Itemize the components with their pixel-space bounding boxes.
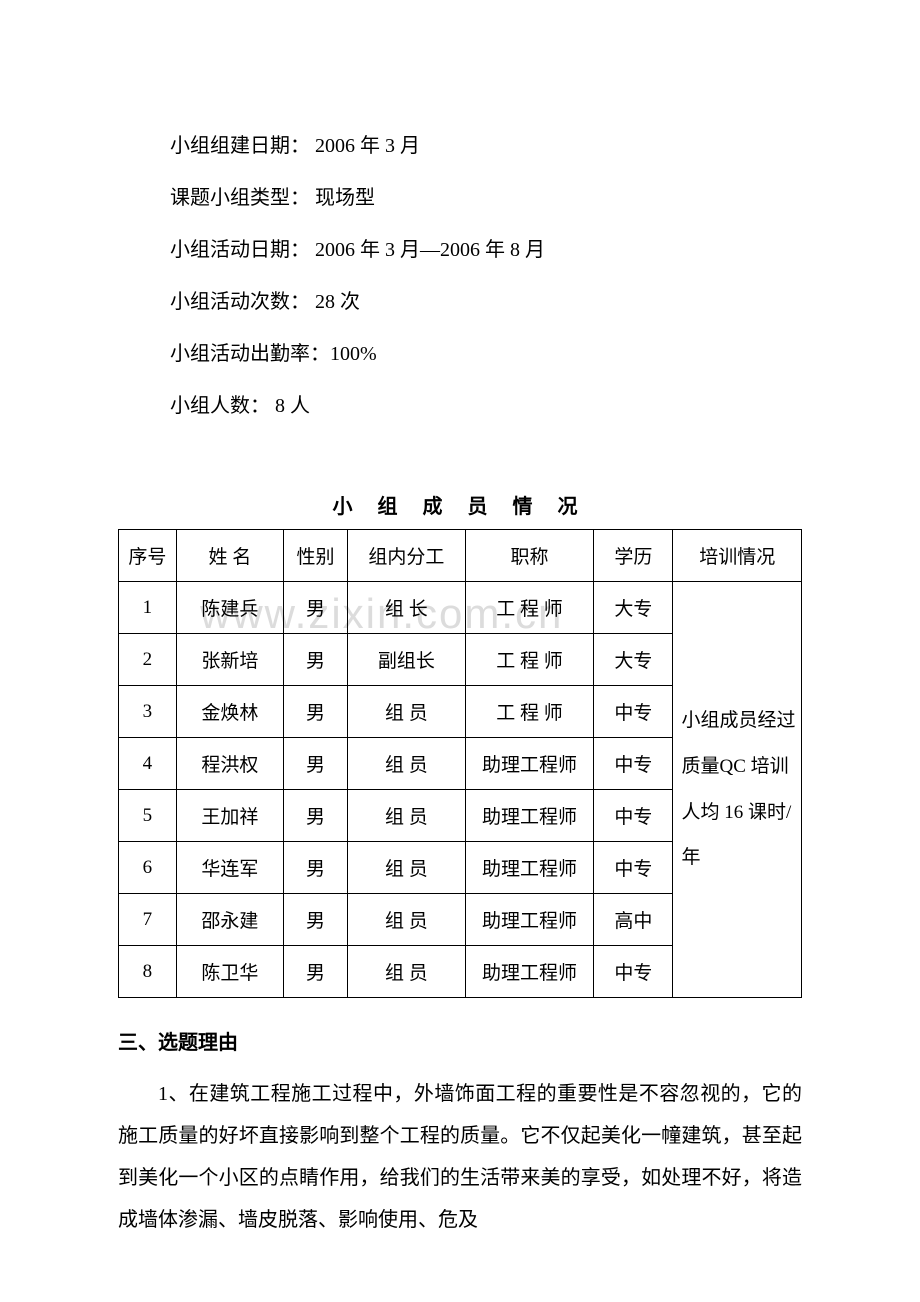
table-row: 1 陈建兵 男 组 长 工 程 师 大专 小组成员经过质量QC 培训人均 16 … (119, 582, 802, 634)
cell-name: 邵永建 (176, 894, 283, 946)
cell-seq: 1 (119, 582, 177, 634)
document-content: 小组组建日期： 2006 年 3 月 课题小组类型： 现场型 小组活动日期： 2… (118, 120, 802, 1241)
cell-role: 组 长 (348, 582, 466, 634)
cell-title: 助理工程师 (465, 738, 593, 790)
cell-training: 小组成员经过质量QC 培训人均 16 课时/年 (673, 582, 802, 998)
cell-title: 助理工程师 (465, 842, 593, 894)
cell-role: 组 员 (348, 790, 466, 842)
cell-gender: 男 (283, 582, 347, 634)
cell-title: 助理工程师 (465, 790, 593, 842)
cell-name: 陈卫华 (176, 946, 283, 998)
cell-role: 组 员 (348, 842, 466, 894)
cell-name: 王加祥 (176, 790, 283, 842)
info-line-attendance: 小组活动出勤率：100% (118, 328, 802, 380)
header-name: 姓 名 (176, 530, 283, 582)
header-gender: 性别 (283, 530, 347, 582)
cell-edu: 中专 (594, 946, 673, 998)
cell-title: 工 程 师 (465, 634, 593, 686)
section-3-heading: 三、选题理由 (118, 1026, 802, 1055)
cell-name: 华连军 (176, 842, 283, 894)
table-title: 小 组 成 员 情 况 (118, 490, 802, 519)
cell-seq: 2 (119, 634, 177, 686)
cell-seq: 6 (119, 842, 177, 894)
cell-edu: 高中 (594, 894, 673, 946)
cell-gender: 男 (283, 842, 347, 894)
cell-edu: 中专 (594, 842, 673, 894)
info-line-members: 小组人数： 8 人 (118, 380, 802, 432)
cell-gender: 男 (283, 894, 347, 946)
info-section: 小组组建日期： 2006 年 3 月 课题小组类型： 现场型 小组活动日期： 2… (118, 120, 802, 432)
cell-gender: 男 (283, 634, 347, 686)
members-table: 序号 姓 名 性别 组内分工 职称 学历 培训情况 1 陈建兵 男 组 长 工 … (118, 529, 802, 998)
cell-role: 组 员 (348, 894, 466, 946)
cell-seq: 7 (119, 894, 177, 946)
cell-seq: 3 (119, 686, 177, 738)
cell-gender: 男 (283, 686, 347, 738)
cell-edu: 大专 (594, 582, 673, 634)
cell-gender: 男 (283, 946, 347, 998)
table-header-row: 序号 姓 名 性别 组内分工 职称 学历 培训情况 (119, 530, 802, 582)
info-line-activity-date: 小组活动日期： 2006 年 3 月—2006 年 8 月 (118, 224, 802, 276)
cell-title: 助理工程师 (465, 894, 593, 946)
cell-role: 副组长 (348, 634, 466, 686)
cell-seq: 8 (119, 946, 177, 998)
cell-edu: 中专 (594, 790, 673, 842)
info-line-activity-count: 小组活动次数： 28 次 (118, 276, 802, 328)
cell-title: 助理工程师 (465, 946, 593, 998)
cell-gender: 男 (283, 790, 347, 842)
cell-name: 程洪权 (176, 738, 283, 790)
cell-edu: 大专 (594, 634, 673, 686)
cell-name: 张新培 (176, 634, 283, 686)
cell-seq: 5 (119, 790, 177, 842)
cell-role: 组 员 (348, 738, 466, 790)
header-title: 职称 (465, 530, 593, 582)
cell-name: 陈建兵 (176, 582, 283, 634)
cell-role: 组 员 (348, 946, 466, 998)
header-edu: 学历 (594, 530, 673, 582)
header-seq: 序号 (119, 530, 177, 582)
cell-title: 工 程 师 (465, 582, 593, 634)
cell-gender: 男 (283, 738, 347, 790)
info-line-type: 课题小组类型： 现场型 (118, 172, 802, 224)
header-role: 组内分工 (348, 530, 466, 582)
section-3-para-1: 1、在建筑工程施工过程中，外墙饰面工程的重要性是不容忽视的，它的施工质量的好坏直… (118, 1073, 802, 1241)
cell-seq: 4 (119, 738, 177, 790)
cell-title: 工 程 师 (465, 686, 593, 738)
header-train: 培训情况 (673, 530, 802, 582)
cell-role: 组 员 (348, 686, 466, 738)
info-line-date: 小组组建日期： 2006 年 3 月 (118, 120, 802, 172)
cell-edu: 中专 (594, 738, 673, 790)
cell-edu: 中专 (594, 686, 673, 738)
cell-name: 金焕林 (176, 686, 283, 738)
